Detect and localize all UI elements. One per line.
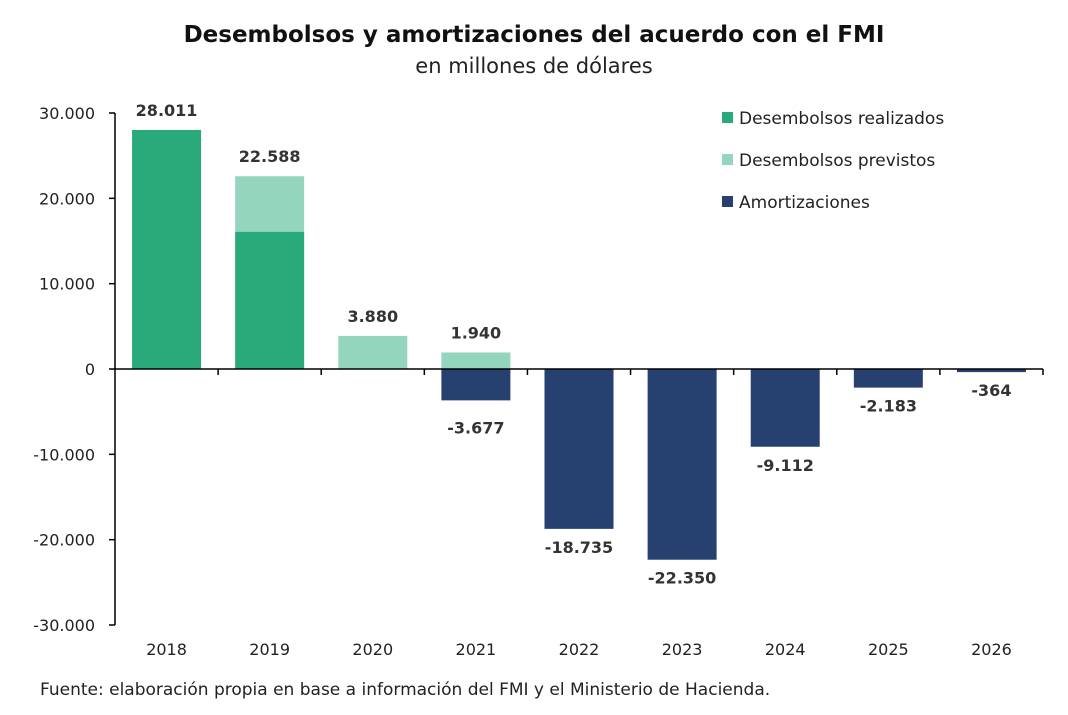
- x-tick-label: 2019: [249, 640, 290, 659]
- legend-swatch: [722, 154, 733, 165]
- data-label: -2.183: [860, 397, 917, 416]
- bar-amortizaciones: [544, 369, 614, 529]
- x-tick-label: 2020: [352, 640, 393, 659]
- data-label: -3.677: [447, 418, 504, 437]
- data-label: -22.350: [648, 569, 716, 588]
- data-label: 28.011: [136, 101, 198, 120]
- y-tick-label: 0: [85, 360, 95, 379]
- bar-amortizaciones: [441, 369, 511, 401]
- bar-desembolsos-realizados: [235, 231, 305, 369]
- y-tick-label: 30.000: [39, 104, 95, 123]
- source-note: Fuente: elaboración propia en base a inf…: [40, 680, 771, 700]
- legend-swatch: [722, 196, 733, 207]
- data-label: -364: [971, 381, 1011, 400]
- bar-desembolsos-previstos: [338, 335, 408, 369]
- bar-amortizaciones: [853, 369, 923, 388]
- y-tick-label: -30.000: [33, 616, 95, 635]
- bar-amortizaciones: [750, 369, 820, 447]
- bar-amortizaciones: [647, 369, 717, 560]
- bar-desembolsos-previstos: [235, 176, 305, 232]
- x-tick-label: 2024: [765, 640, 806, 659]
- x-tick-label: 2026: [971, 640, 1012, 659]
- data-label: 1.940: [451, 323, 502, 342]
- bar-amortizaciones: [956, 369, 1026, 373]
- chart-title: Desembolsos y amortizaciones del acuerdo…: [183, 22, 885, 48]
- x-tick-label: 2023: [662, 640, 703, 659]
- y-tick-label: 10.000: [39, 275, 95, 294]
- y-tick-label: 20.000: [39, 189, 95, 208]
- bar-desembolsos-realizados: [132, 129, 202, 369]
- data-label: -18.735: [545, 538, 613, 557]
- data-label: -9.112: [757, 456, 814, 475]
- x-tick-label: 2021: [456, 640, 497, 659]
- x-tick-label: 2025: [868, 640, 909, 659]
- data-label: 3.880: [347, 307, 398, 326]
- x-tick-label: 2022: [559, 640, 600, 659]
- data-label: 22.588: [239, 147, 301, 166]
- legend-label: Amortizaciones: [739, 193, 870, 213]
- legend-label: Desembolsos realizados: [739, 109, 944, 129]
- legend-swatch: [722, 112, 733, 123]
- bar-desembolsos-previstos: [441, 352, 511, 369]
- x-tick-label: 2018: [146, 640, 187, 659]
- y-tick-label: -10.000: [33, 445, 95, 464]
- y-tick-label: -20.000: [33, 531, 95, 550]
- legend-label: Desembolsos previstos: [739, 151, 935, 171]
- chart-subtitle: en millones de dólares: [415, 54, 653, 78]
